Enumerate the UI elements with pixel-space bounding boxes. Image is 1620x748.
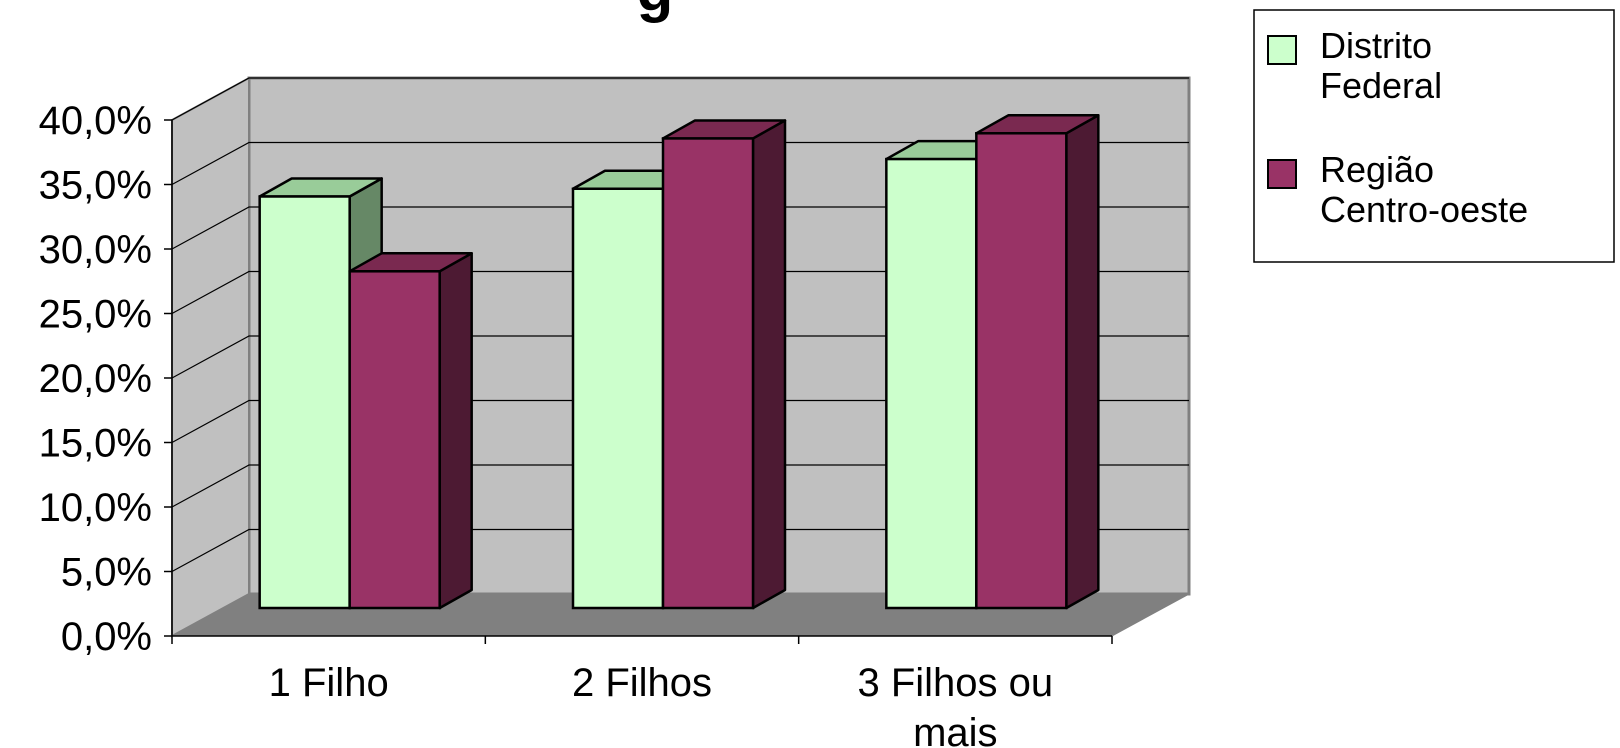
legend-label: Região Centro-oeste: [1320, 149, 1528, 230]
y-tick-label: 20,0%: [39, 357, 152, 401]
bar: [975, 114, 1100, 610]
label-line: 3 Filhos ou: [857, 661, 1053, 705]
y-tick-label: 15,0%: [39, 422, 152, 466]
y-tick-label: 25,0%: [39, 293, 152, 337]
bar: [661, 119, 787, 610]
label-line: Distrito: [1320, 25, 1432, 66]
gridline: [171, 399, 1189, 444]
gridline: [171, 141, 1189, 186]
bars: [258, 114, 1100, 610]
bar-side: [751, 119, 787, 610]
legend-swatch: [1267, 35, 1297, 65]
bar-front: [885, 157, 978, 610]
legend: Distrito Federal Região Centro-oeste: [1253, 9, 1615, 263]
bar-front: [348, 270, 441, 610]
y-tick-label: 40,0%: [39, 99, 152, 143]
bar-front: [975, 132, 1068, 610]
gridline: [171, 206, 1189, 250]
gridlines: [171, 77, 1189, 573]
y-tick-label: 35,0%: [39, 164, 152, 208]
gridline: [171, 335, 1189, 379]
chart-title: g: [637, 0, 674, 23]
bar-side: [1065, 114, 1100, 610]
bar: [348, 252, 473, 610]
bar-front: [661, 137, 755, 610]
bar-front: [258, 195, 351, 610]
gridline: [171, 77, 1189, 121]
x-category-label: 3 Filhos ou mais: [857, 661, 1053, 748]
x-category-label: 2 Filhos: [572, 661, 712, 705]
label-line: Federal: [1320, 65, 1442, 106]
bar-side: [438, 252, 473, 610]
gridline: [171, 270, 1189, 315]
y-tick-label: 10,0%: [39, 486, 152, 530]
y-axis: 0,0% 5,0% 10,0% 15,0% 20,0% 25,0% 30,0% 35,0% 40…: [39, 99, 173, 659]
bar-front: [571, 187, 665, 610]
label-line: mais: [913, 711, 997, 748]
label-line: Região: [1320, 149, 1434, 190]
label-line: Centro-oeste: [1320, 189, 1528, 230]
legend-swatch: [1267, 159, 1297, 189]
y-tick-label: 0,0%: [61, 615, 152, 659]
x-category-label: 1 Filho: [269, 661, 389, 705]
gridline: [171, 528, 1189, 573]
y-tick-label: 30,0%: [39, 228, 152, 272]
gridline: [171, 464, 1189, 508]
legend-box: [1253, 9, 1615, 263]
y-tick-label: 5,0%: [61, 551, 152, 595]
x-axis: 1 Filho 2 Filhos 3 Filhos ou mais: [171, 635, 1113, 748]
legend-label: Distrito Federal: [1320, 25, 1442, 106]
